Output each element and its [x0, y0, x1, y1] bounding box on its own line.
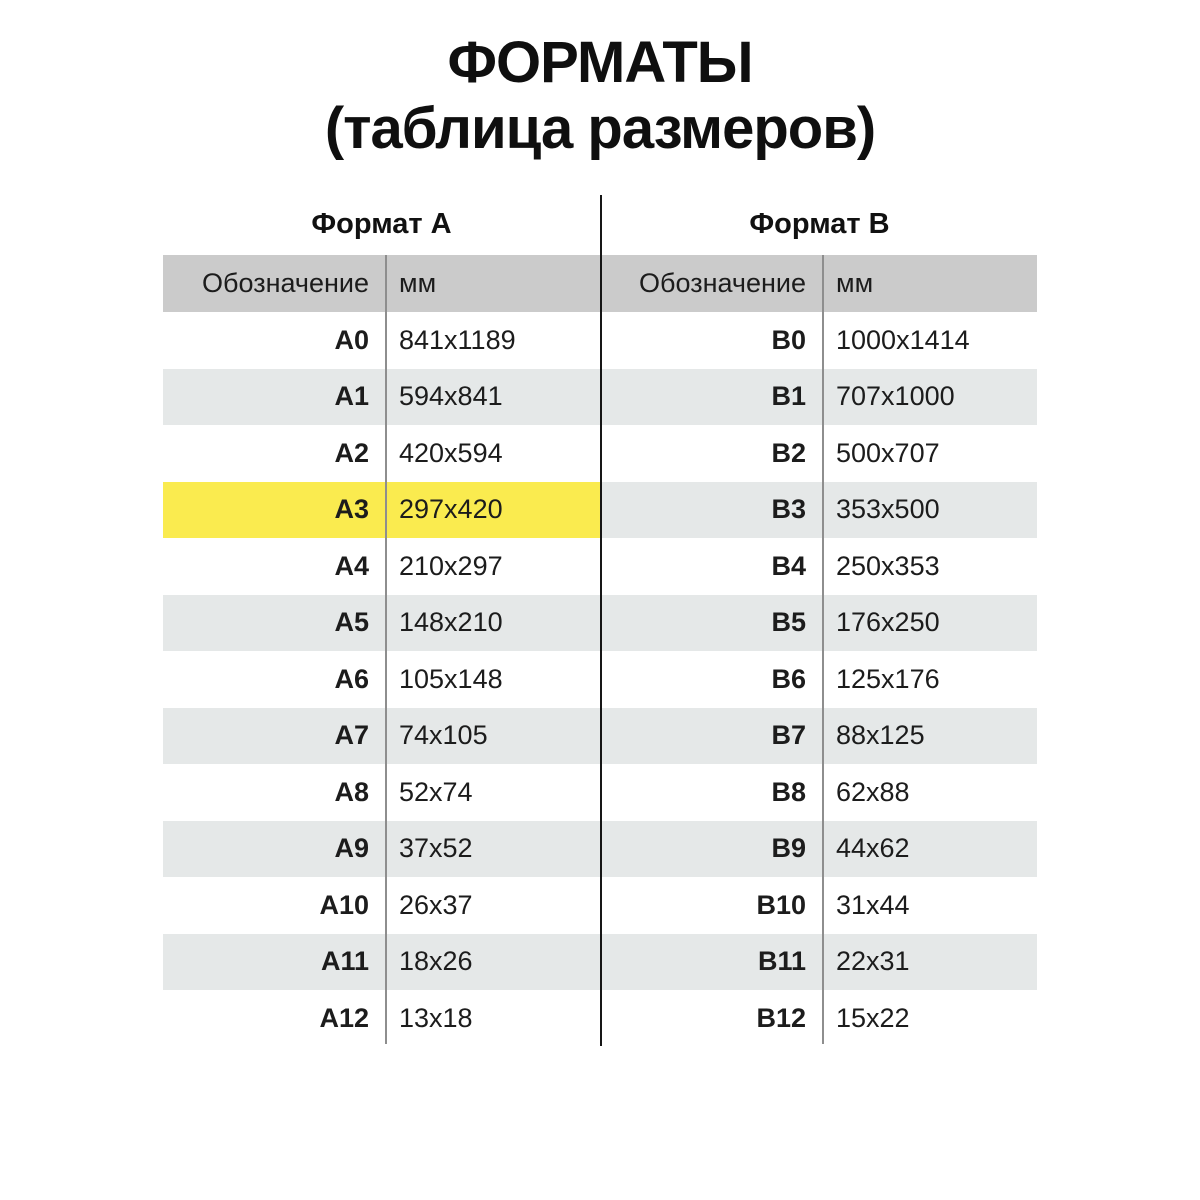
cell-b3-size: 353x500: [836, 494, 940, 525]
title-line-2: (таблица размеров): [324, 96, 876, 161]
cell-b9-code: B9: [771, 833, 806, 864]
cell-b8-size: 62x88: [836, 776, 910, 807]
col-header-designation-b: Обозначение: [639, 268, 806, 298]
cell-b0-code: B0: [771, 324, 806, 355]
table-row-4: A4 210x297 B4 250x353: [163, 538, 1037, 595]
cell-a8-code: A8: [334, 776, 369, 807]
title-line-1: ФОРМАТЫ: [447, 30, 753, 95]
cell-a2-size: 420x594: [399, 437, 503, 468]
column-separator-b: [822, 255, 824, 1044]
cell-a4-size: 210x297: [399, 550, 503, 581]
cell-b5-code: B5: [771, 607, 806, 638]
table-row-0: A0 841x1189 B0 1000x1414: [163, 312, 1037, 369]
cell-b10-size: 31x44: [836, 889, 910, 920]
column-separator-a: [385, 255, 387, 1044]
cell-b10-code: B10: [756, 889, 806, 920]
format-b-header: Формат В: [749, 207, 890, 240]
table-row-8: A8 52x74 B8 62x88: [163, 764, 1037, 821]
cell-a11-size: 18x26: [399, 946, 473, 977]
cell-b2-code: B2: [771, 437, 806, 468]
page-title: ФОРМАТЫ (таблица размеров): [0, 30, 1200, 162]
cell-b4-code: B4: [771, 550, 806, 581]
cell-a12-code: A12: [319, 1002, 369, 1033]
cell-b6-size: 125x176: [836, 663, 940, 694]
cell-b4-size: 250x353: [836, 550, 940, 581]
col-header-designation-a: Обозначение: [202, 268, 369, 298]
cell-a7-size: 74x105: [399, 720, 488, 751]
cell-b11-size: 22x31: [836, 946, 910, 977]
cell-b12-size: 15x22: [836, 1002, 910, 1033]
cell-a9-code: A9: [334, 833, 369, 864]
cell-a6-size: 105x148: [399, 663, 503, 694]
center-divider-line: [600, 195, 602, 1046]
cell-b7-code: B7: [771, 720, 806, 751]
cell-a7-code: A7: [334, 720, 369, 751]
cell-a3-code: A3: [334, 494, 369, 525]
cell-a5-size: 148x210: [399, 607, 503, 638]
cell-a11-code: A11: [320, 946, 369, 977]
cell-b1-size: 707x1000: [836, 381, 955, 412]
cell-a12-size: 13x18: [399, 1002, 473, 1033]
col-header-mm-a: мм: [399, 268, 437, 298]
cell-a9-size: 37x52: [399, 833, 473, 864]
cell-a4-code: A4: [334, 550, 369, 581]
col-header-mm-b: мм: [836, 268, 874, 298]
cell-a1-size: 594x841: [399, 381, 503, 412]
cell-a2-code: A2: [334, 437, 369, 468]
cell-b9-size: 44x62: [836, 833, 910, 864]
cell-b2-size: 500x707: [836, 437, 940, 468]
table-row-12: A12 13x18 B12 15x22: [163, 990, 1037, 1047]
cell-a5-code: A5: [334, 607, 369, 638]
cell-a6-code: A6: [334, 663, 369, 694]
cell-a1-code: A1: [334, 381, 369, 412]
cell-b5-size: 176x250: [836, 607, 940, 638]
cell-b0-size: 1000x1414: [836, 324, 970, 355]
cell-a3-size: 297x420: [399, 494, 503, 525]
cell-b7-size: 88x125: [836, 720, 925, 751]
cell-a10-code: A10: [319, 889, 369, 920]
cell-a0-code: A0: [334, 324, 369, 355]
cell-a0-size: 841x1189: [399, 324, 516, 355]
cell-b1-code: B1: [771, 381, 806, 412]
cell-b6-code: B6: [771, 663, 806, 694]
format-a-header: Формат А: [311, 207, 452, 240]
table-row-6: A6 105x148 B6 125x176: [163, 651, 1037, 708]
cell-b12-code: B12: [756, 1002, 806, 1033]
cell-b3-code: B3: [771, 494, 806, 525]
table-row-2: A2 420x594 B2 500x707: [163, 425, 1037, 482]
table-row-10: A10 26x37 B10 31x44: [163, 877, 1037, 934]
cell-a8-size: 52x74: [399, 776, 473, 807]
cell-b8-code: B8: [771, 776, 806, 807]
cell-b11-code: B11: [757, 946, 806, 977]
cell-a10-size: 26x37: [399, 889, 473, 920]
